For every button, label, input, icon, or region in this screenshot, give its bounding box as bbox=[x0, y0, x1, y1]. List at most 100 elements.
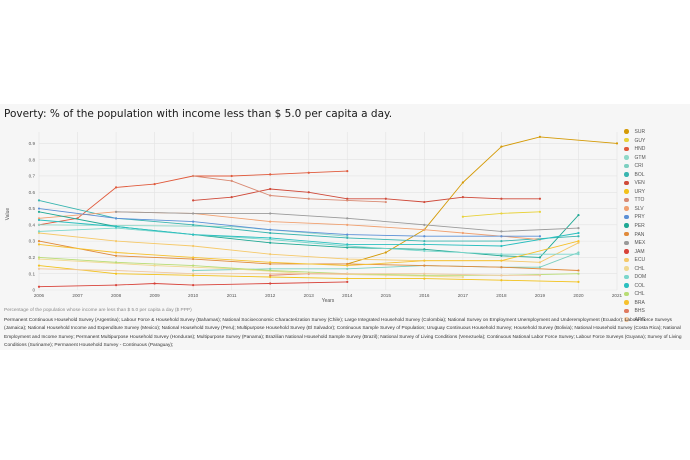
legend-label: PER bbox=[634, 223, 645, 230]
legend-label: BOL bbox=[634, 171, 645, 178]
series-ury bbox=[37, 264, 580, 283]
legend-item-chl[interactable]: CHL bbox=[624, 290, 688, 299]
x-tick-label: 2016 bbox=[419, 293, 430, 298]
data-point-ury bbox=[192, 274, 195, 277]
data-point-col bbox=[500, 244, 503, 248]
y-tick-label: 0.7 bbox=[29, 174, 36, 179]
legend-swatch bbox=[624, 249, 629, 254]
data-point-slv bbox=[423, 228, 426, 231]
data-point-pan bbox=[114, 254, 118, 257]
data-point-col bbox=[423, 243, 426, 246]
series-line-dom bbox=[38, 227, 579, 255]
series-bol bbox=[37, 199, 580, 243]
y-tick-label: 0 bbox=[32, 288, 35, 293]
series-line-bra bbox=[38, 240, 579, 267]
legend-swatch bbox=[624, 180, 629, 186]
legend-swatch bbox=[624, 163, 629, 169]
chart-caption: Percentage of the population whose incom… bbox=[4, 308, 192, 313]
legend-item-bhs[interactable]: BHS bbox=[624, 307, 688, 316]
legend-swatch bbox=[624, 172, 629, 177]
data-point-jam bbox=[153, 282, 156, 285]
legend-item-bol[interactable]: BOL bbox=[624, 171, 688, 180]
legend-item-cri[interactable]: CRI bbox=[624, 162, 688, 171]
legend-item-hnd[interactable]: HND bbox=[624, 145, 688, 154]
legend-item-chl[interactable]: CHL bbox=[624, 265, 688, 274]
legend-item-guy[interactable]: GUY bbox=[624, 137, 688, 146]
data-point-pry bbox=[500, 235, 503, 238]
data-point-ury bbox=[500, 279, 503, 282]
data-point-arg bbox=[269, 272, 272, 275]
data-point-ven bbox=[230, 196, 233, 199]
data-point-bra bbox=[423, 259, 426, 262]
series-col bbox=[37, 218, 580, 248]
data-point-tto bbox=[384, 200, 387, 204]
legend-swatch bbox=[624, 206, 629, 211]
data-point-chl bbox=[153, 264, 156, 267]
data-point-mex bbox=[346, 217, 349, 220]
legend-item-sur[interactable]: SUR bbox=[624, 128, 688, 137]
data-point-pry bbox=[538, 235, 542, 238]
data-point-pry bbox=[192, 220, 195, 223]
data-point-bra bbox=[500, 259, 503, 262]
legend-item-ven[interactable]: VEN bbox=[624, 179, 688, 188]
data-point-pan bbox=[37, 240, 41, 243]
legend-item-per[interactable]: PER bbox=[624, 222, 688, 231]
data-point-slv bbox=[346, 223, 349, 226]
data-point-slv bbox=[269, 220, 272, 223]
data-point-sur bbox=[384, 251, 387, 254]
series-ven bbox=[192, 187, 542, 204]
legend-item-arg[interactable]: ARG bbox=[624, 316, 688, 325]
data-point-mex bbox=[577, 227, 580, 230]
data-point-arg bbox=[500, 274, 503, 277]
data-point-mex bbox=[423, 223, 426, 226]
legend-item-jam[interactable]: JAM bbox=[624, 248, 688, 257]
data-point-pan bbox=[500, 266, 503, 269]
series-arg bbox=[37, 267, 542, 277]
series-mex bbox=[114, 210, 580, 233]
legend-item-gtm[interactable]: GTM bbox=[624, 154, 688, 163]
legend-item-pan[interactable]: PAN bbox=[624, 231, 688, 240]
data-point-ecu bbox=[346, 257, 349, 261]
data-point-ven bbox=[423, 200, 426, 204]
data-point-per bbox=[346, 246, 349, 249]
data-point-pry bbox=[423, 235, 426, 238]
data-point-ven bbox=[346, 197, 349, 200]
data-point-ecu bbox=[269, 253, 272, 256]
data-sources: Permanent Continuous Household Survey (A… bbox=[4, 318, 682, 349]
x-tick-label: 2015 bbox=[381, 293, 392, 298]
legend-item-ury[interactable]: URY bbox=[624, 188, 688, 197]
data-point-bol bbox=[346, 236, 349, 239]
legend-label: ECU bbox=[634, 257, 646, 264]
legend-item-dom[interactable]: DOM bbox=[624, 273, 688, 282]
legend-item-ecu[interactable]: ECU bbox=[624, 256, 688, 265]
data-point-bol bbox=[423, 240, 426, 243]
data-point-per bbox=[500, 254, 503, 257]
data-point-bra bbox=[577, 240, 580, 243]
data-point-sur bbox=[461, 181, 464, 184]
data-point-per bbox=[37, 210, 41, 213]
data-point-mex bbox=[114, 210, 118, 213]
data-point-chl bbox=[423, 274, 426, 277]
legend-swatch bbox=[624, 197, 629, 203]
chart-card bbox=[0, 104, 690, 350]
data-point-ven bbox=[269, 187, 272, 191]
data-point-ury bbox=[114, 272, 118, 275]
data-point-ven bbox=[384, 197, 387, 200]
legend-swatch bbox=[624, 283, 629, 288]
legend-item-pry[interactable]: PRY bbox=[624, 213, 688, 222]
data-point-bol bbox=[37, 199, 41, 202]
legend-label: BHS bbox=[634, 308, 645, 315]
data-point-dom bbox=[423, 249, 426, 253]
x-tick-label: 2008 bbox=[111, 293, 122, 298]
legend-item-mex[interactable]: MEX bbox=[624, 239, 688, 248]
data-point-ury bbox=[423, 277, 426, 280]
data-point-slv bbox=[37, 217, 41, 220]
legend-swatch bbox=[624, 214, 629, 220]
legend-item-slv[interactable]: SLV bbox=[624, 205, 688, 214]
legend-item-tto[interactable]: TTO bbox=[624, 196, 688, 205]
legend-item-col[interactable]: COL bbox=[624, 282, 688, 291]
legend-item-bra[interactable]: BRA bbox=[624, 299, 688, 308]
x-tick-label: 2011 bbox=[227, 293, 237, 298]
y-tick-label: 0.5 bbox=[29, 206, 36, 211]
data-point-ecu bbox=[577, 241, 580, 244]
